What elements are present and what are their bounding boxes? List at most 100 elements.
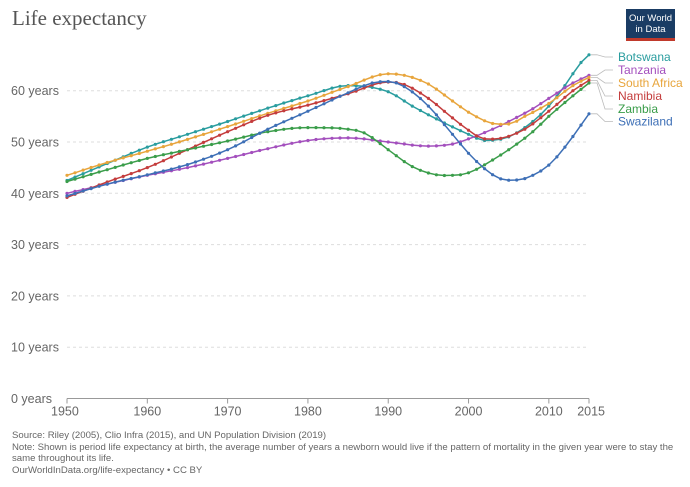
data-point[interactable] — [266, 147, 270, 151]
data-point[interactable] — [218, 141, 222, 145]
data-point[interactable] — [426, 104, 430, 108]
data-point[interactable] — [161, 145, 165, 149]
data-point[interactable] — [523, 177, 527, 181]
data-point[interactable] — [563, 84, 567, 88]
data-point[interactable] — [290, 107, 294, 111]
data-point[interactable] — [97, 184, 101, 188]
data-point[interactable] — [386, 72, 390, 76]
data-point[interactable] — [547, 109, 551, 113]
data-point[interactable] — [354, 87, 358, 91]
data-point[interactable] — [290, 126, 294, 130]
data-point[interactable] — [330, 136, 334, 140]
data-point[interactable] — [266, 113, 270, 117]
data-point[interactable] — [579, 79, 583, 83]
data-point[interactable] — [250, 111, 254, 115]
data-point[interactable] — [153, 171, 157, 175]
data-point[interactable] — [402, 73, 406, 77]
data-point[interactable] — [121, 174, 125, 178]
data-point[interactable] — [218, 122, 222, 126]
data-point[interactable] — [89, 172, 93, 176]
data-point[interactable] — [129, 172, 133, 176]
data-point[interactable] — [322, 102, 326, 106]
data-point[interactable] — [153, 154, 157, 159]
data-point[interactable] — [306, 94, 310, 98]
data-point[interactable] — [418, 144, 422, 148]
data-point[interactable] — [450, 99, 455, 103]
data-point[interactable] — [466, 171, 471, 175]
data-point[interactable] — [434, 113, 438, 117]
data-point[interactable] — [410, 165, 414, 169]
data-point[interactable] — [113, 177, 117, 181]
data-point[interactable] — [242, 140, 246, 144]
data-point[interactable] — [483, 163, 487, 167]
data-point[interactable] — [185, 137, 190, 141]
data-point[interactable] — [81, 189, 85, 193]
legend-label-swaziland[interactable]: Swaziland — [618, 115, 673, 129]
data-point[interactable] — [242, 114, 246, 118]
data-point[interactable] — [113, 165, 117, 169]
data-point[interactable] — [539, 122, 543, 126]
legend-label-namibia[interactable]: Namibia — [618, 89, 662, 103]
data-point[interactable] — [571, 94, 575, 98]
data-point[interactable] — [97, 163, 101, 167]
data-point[interactable] — [161, 159, 165, 163]
data-point[interactable] — [73, 177, 77, 181]
data-point[interactable] — [258, 131, 262, 135]
data-point[interactable] — [410, 86, 414, 90]
data-point[interactable] — [555, 91, 559, 95]
data-point[interactable] — [193, 164, 198, 168]
data-point[interactable] — [458, 129, 463, 133]
data-point[interactable] — [145, 149, 149, 153]
data-point[interactable] — [515, 131, 519, 135]
data-point[interactable] — [531, 107, 535, 111]
data-point[interactable] — [491, 121, 495, 126]
data-point[interactable] — [73, 171, 77, 175]
data-point[interactable] — [226, 139, 230, 143]
data-point[interactable] — [531, 110, 535, 114]
data-point[interactable] — [378, 87, 382, 91]
data-point[interactable] — [402, 99, 406, 103]
data-point[interactable] — [145, 145, 149, 149]
data-point[interactable] — [161, 153, 165, 157]
data-point[interactable] — [362, 86, 366, 90]
data-point[interactable] — [499, 122, 503, 126]
data-point[interactable] — [579, 77, 583, 81]
data-point[interactable] — [89, 168, 93, 172]
data-point[interactable] — [587, 112, 591, 116]
data-point[interactable] — [290, 104, 294, 108]
data-point[interactable] — [169, 151, 173, 155]
data-point[interactable] — [137, 158, 141, 163]
data-point[interactable] — [250, 117, 254, 121]
data-point[interactable] — [65, 179, 69, 184]
data-point[interactable] — [201, 162, 206, 166]
data-point[interactable] — [242, 152, 246, 157]
data-point[interactable] — [89, 165, 93, 170]
data-point[interactable] — [563, 100, 567, 105]
data-point[interactable] — [466, 132, 471, 136]
data-point[interactable] — [242, 123, 246, 127]
data-point[interactable] — [290, 116, 294, 120]
data-point[interactable] — [137, 148, 141, 152]
data-point[interactable] — [491, 173, 495, 177]
data-point[interactable] — [282, 101, 286, 105]
data-point[interactable] — [81, 168, 85, 172]
data-point[interactable] — [250, 150, 254, 155]
data-point[interactable] — [370, 75, 374, 79]
data-point[interactable] — [587, 78, 591, 82]
data-point[interactable] — [161, 140, 165, 144]
data-point[interactable] — [274, 128, 278, 133]
data-point[interactable] — [475, 134, 479, 138]
data-point[interactable] — [483, 119, 487, 123]
data-point[interactable] — [242, 119, 246, 123]
data-point[interactable] — [483, 137, 487, 141]
data-point[interactable] — [234, 117, 238, 121]
data-point[interactable] — [218, 151, 222, 155]
data-point[interactable] — [266, 106, 270, 110]
data-point[interactable] — [193, 146, 198, 150]
data-point[interactable] — [507, 134, 511, 138]
url-text[interactable]: OurWorldInData.org/life-expectancy • CC … — [12, 464, 203, 476]
data-point[interactable] — [234, 122, 238, 126]
data-point[interactable] — [426, 96, 430, 100]
data-point[interactable] — [523, 136, 527, 140]
data-point[interactable] — [418, 168, 422, 172]
